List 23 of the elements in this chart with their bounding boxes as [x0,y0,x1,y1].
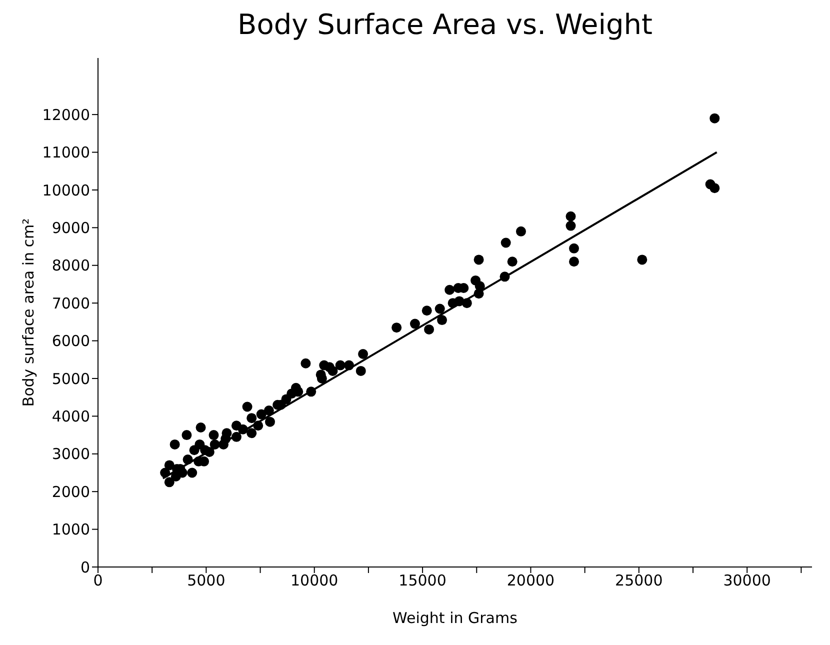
y-tick-label: 8000 [52,256,90,275]
x-tick-label: 25000 [615,572,663,590]
y-tick-label: 2000 [52,482,90,501]
y-axis-title: Body surface area in cm² [19,218,38,407]
y-tick-label: 5000 [52,370,90,388]
y-tick-label: 4000 [52,408,90,426]
x-tick-label: 20000 [506,572,555,590]
chart-title: Body Surface Area vs. Weight [236,8,654,43]
x-tick-label: 30000 [723,572,771,590]
y-tick-label: 0 [80,558,90,576]
x-tick-label: 15000 [398,572,446,590]
x-axis-title: Weight in Grams [392,609,518,627]
x-tick-label: 5000 [187,572,226,590]
y-tick-label: 7000 [52,294,90,312]
y-tick-label: 11000 [42,144,90,162]
y-tick-label: 6000 [52,332,90,350]
x-tick-label: 0 [93,572,103,590]
y-tick-label: 12000 [42,106,90,124]
y-tick-label: 3000 [52,445,90,464]
y-tick-label: 9000 [52,218,90,237]
y-tick-label: 10000 [42,181,90,200]
x-tick-label: 10000 [290,572,338,590]
y-tick-label: 1000 [52,520,90,539]
